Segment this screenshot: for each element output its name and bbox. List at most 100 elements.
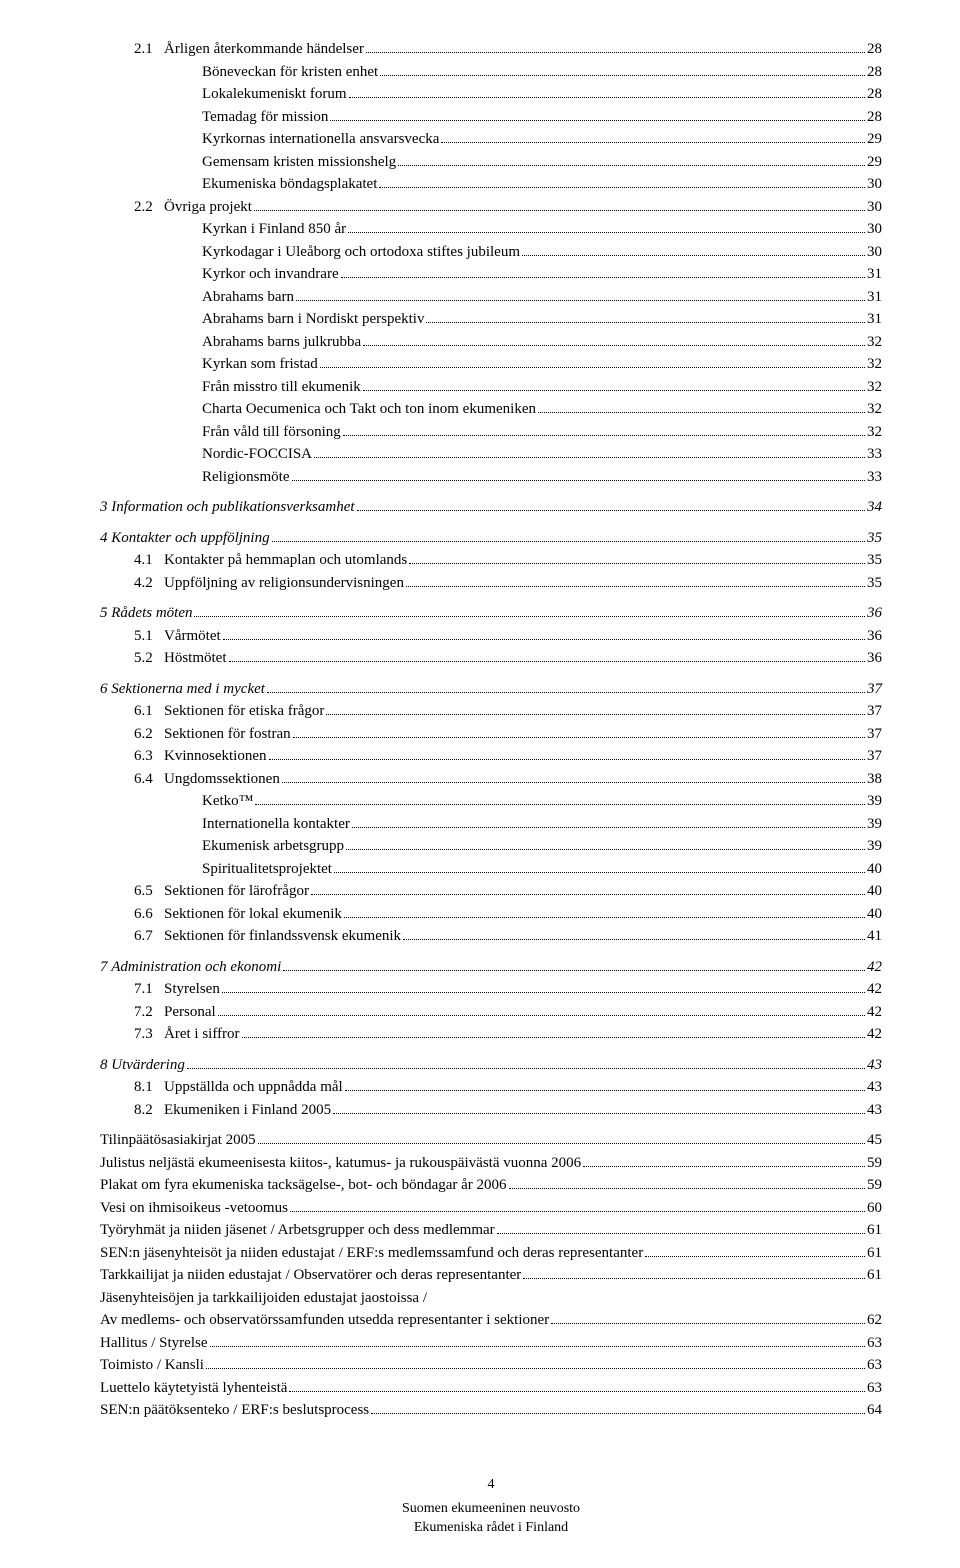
toc-entry-page: 36	[867, 647, 882, 670]
toc-leader-dots	[349, 97, 865, 98]
toc-entry-page: 39	[867, 835, 882, 858]
toc-entry-number: 6.5	[134, 880, 164, 903]
toc-leader-dots	[426, 322, 865, 323]
toc-entry-page: 40	[867, 903, 882, 926]
toc-entry: Spiritualitetsprojektet40	[202, 858, 882, 881]
toc-entry-label: Internationella kontakter	[202, 813, 350, 836]
toc-leader-dots	[341, 277, 865, 278]
toc-entry-number: 4	[100, 527, 111, 550]
toc-entry-number: 8.2	[134, 1099, 164, 1122]
toc-leader-dots	[497, 1233, 865, 1234]
toc-entry: Abrahams barns julkrubba32	[202, 331, 882, 354]
footer-line-1: Suomen ekumeeninen neuvosto	[100, 1500, 882, 1519]
toc-entry: 8 Utvärdering43	[100, 1054, 882, 1077]
toc-entry-label: Nordic-FOCCISA	[202, 443, 312, 466]
toc-entry-page: 32	[867, 331, 882, 354]
toc-entry-page: 40	[867, 880, 882, 903]
toc-entry: Ekumeniska böndagsplakatet30	[202, 173, 882, 196]
page-footer: 4 Suomen ekumeeninen neuvosto Ekumeniska…	[100, 1476, 882, 1539]
toc-entry-number: 2.1	[134, 38, 164, 61]
toc-entry-number: 3	[100, 496, 111, 519]
toc-entry-label: Toimisto / Kansli	[100, 1354, 204, 1377]
toc-leader-dots	[290, 1211, 865, 1212]
toc-entry: 7 Administration och ekonomi42	[100, 956, 882, 979]
toc-entry: Kyrkan som fristad32	[202, 353, 882, 376]
toc-leader-dots	[409, 563, 865, 564]
toc-entry-label: Julistus neljästä ekumeenisesta kiitos-,…	[100, 1152, 581, 1175]
toc-entry: SEN:n päätöksenteko / ERF:s beslutsproce…	[100, 1399, 882, 1422]
toc-entry: 5 Rådets möten36	[100, 602, 882, 625]
toc-leader-dots	[583, 1166, 865, 1167]
toc-leader-dots	[371, 1413, 865, 1414]
toc-entry-label: Gemensam kristen missionshelg	[202, 151, 396, 174]
toc-entry-label: Böneveckan för kristen enhet	[202, 61, 378, 84]
toc-entry: Luettelo käytetyistä lyhenteistä63	[100, 1377, 882, 1400]
toc-leader-dots	[282, 782, 865, 783]
toc-entry: 4.1 Kontakter på hemmaplan och utomlands…	[134, 549, 882, 572]
toc-entry-page: 28	[867, 83, 882, 106]
toc-entry-page: 33	[867, 466, 882, 489]
toc-entry-page: 29	[867, 151, 882, 174]
toc-entry-label: Administration och ekonomi	[111, 956, 281, 979]
toc-leader-dots	[522, 255, 865, 256]
toc-entry: Jäsenyhteisöjen ja tarkkailijoiden edust…	[100, 1287, 882, 1310]
toc-leader-dots	[311, 894, 865, 895]
toc-entry-number: 6.1	[134, 700, 164, 723]
toc-leader-dots	[267, 692, 865, 693]
toc-entry: Av medlems- och observatörssamfunden uts…	[100, 1309, 882, 1332]
toc-entry: 8.2 Ekumeniken i Finland 2005 43	[134, 1099, 882, 1122]
toc-entry-number: 6.7	[134, 925, 164, 948]
toc-entry-label: Ekumeniken i Finland 2005	[164, 1099, 331, 1122]
toc-leader-dots	[222, 992, 865, 993]
toc-entry-page: 36	[867, 625, 882, 648]
toc-entry-label: SEN:n päätöksenteko / ERF:s beslutsproce…	[100, 1399, 369, 1422]
toc-entry-label: Sektionen för lärofrågor	[164, 880, 309, 903]
toc-entry-page: 43	[867, 1099, 882, 1122]
toc-leader-dots	[551, 1323, 865, 1324]
toc-entry: Tarkkailijat ja niiden edustajat / Obser…	[100, 1264, 882, 1287]
toc-leader-dots	[538, 412, 865, 413]
toc-entry: 6 Sektionerna med i mycket37	[100, 678, 882, 701]
toc-leader-dots	[223, 639, 865, 640]
toc-entry-page: 30	[867, 241, 882, 264]
toc-leader-dots	[333, 1113, 865, 1114]
toc-entry-page: 43	[867, 1054, 882, 1077]
toc-entry-label: Vårmötet	[164, 625, 221, 648]
toc-entry-page: 40	[867, 858, 882, 881]
toc-entry-label: Styrelsen	[164, 978, 220, 1001]
toc-entry-label: Kvinnosektionen	[164, 745, 267, 768]
toc-entry-label: Ketko™	[202, 790, 253, 813]
toc-entry-page: 43	[867, 1076, 882, 1099]
toc-entry-label: Övriga projekt	[164, 196, 252, 219]
toc-leader-dots	[242, 1037, 865, 1038]
toc-entry-page: 42	[867, 1001, 882, 1024]
toc-entry-label: Sektionen för fostran	[164, 723, 291, 746]
toc-entry-page: 32	[867, 353, 882, 376]
toc-entry-number: 5.1	[134, 625, 164, 648]
toc-entry-page: 35	[867, 527, 882, 550]
toc-list: 2.1 Årligen återkommande händelser28Böne…	[100, 38, 882, 1422]
toc-entry: Lokalekumeniskt forum28	[202, 83, 882, 106]
toc-entry: Kyrkornas internationella ansvarsvecka29	[202, 128, 882, 151]
toc-entry-label: Abrahams barn i Nordiskt perspektiv	[202, 308, 424, 331]
toc-entry-page: 32	[867, 398, 882, 421]
toc-entry: 7.3 Året i siffror42	[134, 1023, 882, 1046]
toc-leader-dots	[187, 1068, 865, 1069]
toc-leader-dots	[363, 345, 865, 346]
toc-leader-dots	[210, 1346, 866, 1347]
toc-entry-label: Jäsenyhteisöjen ja tarkkailijoiden edust…	[100, 1287, 427, 1310]
toc-entry-page: 42	[867, 978, 882, 1001]
toc-entry-page: 32	[867, 421, 882, 444]
toc-leader-dots	[255, 804, 865, 805]
toc-entry-label: Utvärdering	[111, 1054, 185, 1077]
toc-entry-page: 42	[867, 1023, 882, 1046]
toc-entry-label: Uppföljning av religionsundervisningen	[164, 572, 404, 595]
toc-entry-page: 60	[867, 1197, 882, 1220]
toc-entry-page: 31	[867, 308, 882, 331]
toc-leader-dots	[441, 142, 865, 143]
toc-entry-label: Kyrkan i Finland 850 år	[202, 218, 346, 241]
toc-leader-dots	[346, 849, 865, 850]
toc-entry-page: 28	[867, 106, 882, 129]
toc-entry-page: 61	[867, 1219, 882, 1242]
toc-leader-dots	[320, 367, 865, 368]
